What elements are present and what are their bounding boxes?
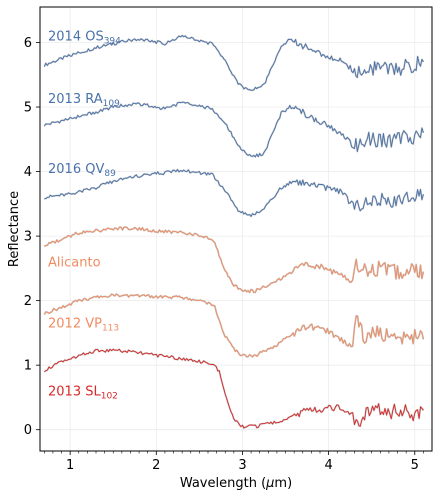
y-tick-label: 5 <box>24 101 32 116</box>
y-tick-label: 1 <box>24 359 32 374</box>
series-label: 2016 QV89 <box>48 162 116 179</box>
series-error-band <box>43 348 425 429</box>
series-line <box>44 169 424 217</box>
series-error-band <box>43 225 425 294</box>
y-tick-label: 3 <box>24 230 32 245</box>
x-tick-label: 4 <box>324 458 332 473</box>
series-lines <box>43 34 425 429</box>
series-line <box>44 348 424 429</box>
series-line <box>43 293 424 358</box>
y-axis-label: Reflectance <box>7 191 22 267</box>
series-line <box>44 226 424 293</box>
series-label: 2014 OS394 <box>48 30 121 47</box>
series-label: Alicanto <box>48 255 101 270</box>
series-labels: 2014 OS394 2013 RA109 2016 QV89 Alicanto 201… <box>48 30 121 402</box>
x-axis-ticks: 1 2 3 4 5 <box>44 451 424 473</box>
y-tick-label: 4 <box>24 165 32 180</box>
y-tick-label: 2 <box>24 294 32 309</box>
x-tick-label: 2 <box>152 458 160 473</box>
x-tick-label: 1 <box>66 458 74 473</box>
series-line <box>43 35 424 91</box>
plot-frame <box>39 6 433 452</box>
series-label: 2012 VP113 <box>48 317 119 334</box>
grid-lines <box>40 7 432 451</box>
x-tick-label: 5 <box>411 458 419 473</box>
y-tick-label: 6 <box>24 36 32 51</box>
series-line <box>43 101 424 158</box>
series-label: 2013 RA109 <box>48 92 120 109</box>
series-label: 2013 SL102 <box>48 384 118 401</box>
x-axis-label: Wavelength (μm) <box>180 476 292 491</box>
y-tick-label: 0 <box>24 423 32 438</box>
x-tick-label: 3 <box>238 458 246 473</box>
y-axis-ticks: 0 1 2 3 4 5 6 <box>24 36 40 438</box>
